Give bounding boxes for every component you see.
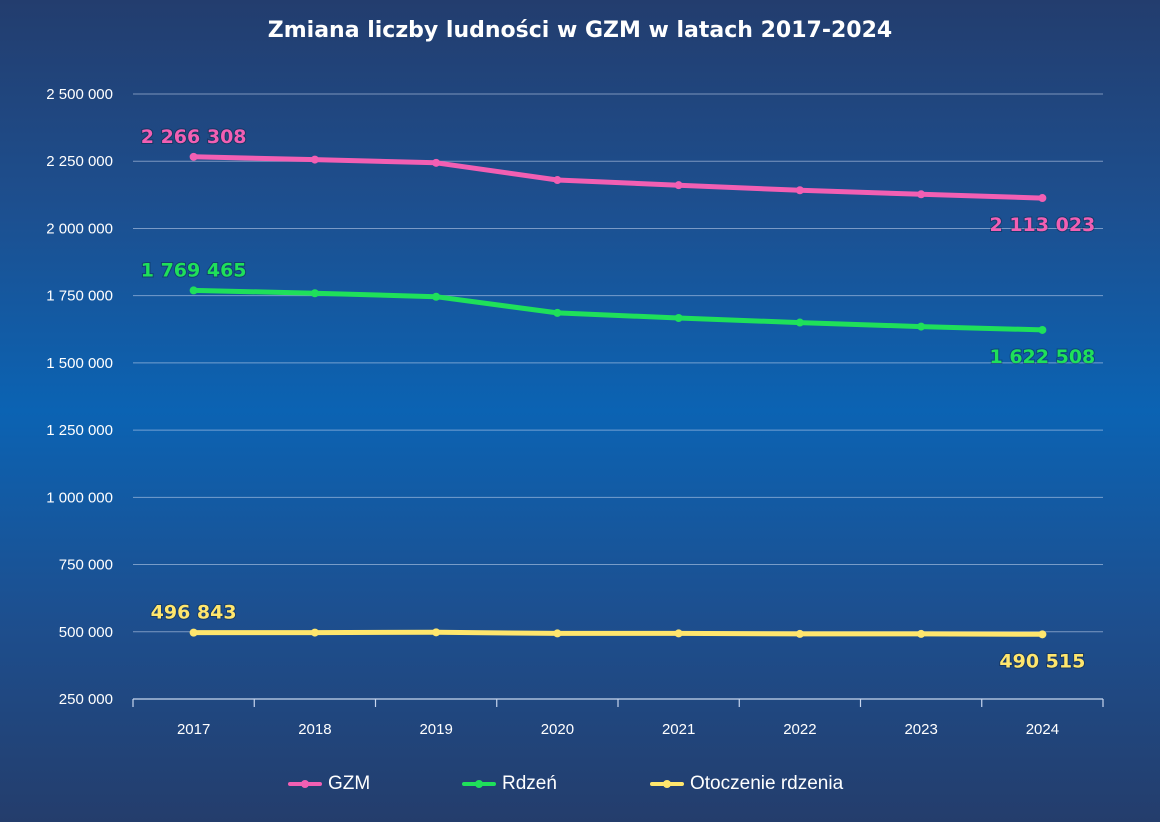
data-point [917, 322, 926, 331]
legend-item: Otoczenie rdzenia [650, 773, 843, 795]
y-tick-label: 2 000 000 [46, 220, 113, 237]
data-labels: 2 266 308 2 113 023 1 769 465 1 622 508 496 … [140, 125, 1097, 673]
y-tick-label: 1 750 000 [46, 288, 113, 305]
data-point [189, 628, 198, 637]
y-tick-label: 250 000 [59, 691, 113, 708]
data-point [310, 155, 319, 164]
y-tick-label: 2 500 000 [46, 86, 113, 103]
legend-item: Rdzeń [462, 773, 557, 795]
x-tick-label: 2019 [419, 721, 452, 738]
x-tick-label: 2018 [298, 721, 331, 738]
x-tick-label: 2024 [1026, 721, 1059, 738]
data-label: 2 113 023 [989, 214, 1095, 236]
chart-title: Zmiana liczby ludności w GZM w latach 20… [267, 18, 893, 43]
data-point [1038, 630, 1047, 639]
data-point [310, 628, 319, 637]
x-tick-label: 2021 [662, 721, 695, 738]
data-point [795, 629, 804, 638]
gridlines [133, 93, 1103, 633]
legend-swatch [462, 780, 496, 788]
data-point [553, 308, 562, 317]
series-lines [189, 152, 1047, 639]
x-axis-tick-labels: 2017 2018 2019 2020 2021 2022 2023 2024 [177, 721, 1059, 738]
x-tick-label: 2023 [904, 721, 937, 738]
data-label: 2 266 308 [141, 126, 247, 148]
legend: GZM Rdzeń Otoczenie rdzenia [0, 773, 1160, 803]
y-tick-label: 2 250 000 [46, 153, 113, 170]
legend-label: Rdzeń [502, 773, 557, 794]
data-point [553, 176, 562, 185]
series-0 [189, 152, 1047, 203]
series-line [191, 629, 1045, 637]
y-tick-label: 1 500 000 [46, 355, 113, 372]
data-point [432, 158, 441, 167]
legend-swatch [650, 780, 684, 788]
data-point [795, 186, 804, 195]
data-point [189, 286, 198, 295]
data-label: 1 622 508 [989, 346, 1095, 368]
legend-item: GZM [288, 773, 370, 795]
data-label: 490 515 [999, 650, 1085, 672]
data-point [674, 313, 683, 322]
legend-label: Otoczenie rdzenia [690, 773, 844, 794]
x-tick-label: 2022 [783, 721, 816, 738]
legend-label: GZM [328, 773, 371, 794]
data-point [1038, 325, 1047, 334]
series-line [191, 154, 1045, 201]
data-point [432, 292, 441, 301]
data-point [432, 628, 441, 637]
y-tick-label: 1 000 000 [46, 489, 113, 506]
y-axis-tick-labels: 250 000 500 000 750 000 1 000 000 1 250 000 1… [46, 86, 113, 708]
legend-swatch [288, 780, 322, 788]
y-tick-label: 750 000 [59, 557, 113, 574]
data-label: 496 843 [151, 602, 237, 624]
series-line [191, 287, 1045, 333]
x-tick-label: 2017 [177, 721, 210, 738]
data-point [553, 629, 562, 638]
data-point [189, 152, 198, 161]
y-tick-label: 1 250 000 [46, 422, 113, 439]
data-point [917, 629, 926, 638]
data-point [674, 629, 683, 638]
y-tick-label: 500 000 [59, 624, 113, 641]
data-label: 1 769 465 [141, 259, 247, 281]
data-point [1038, 194, 1047, 203]
data-point [795, 318, 804, 327]
data-point [917, 190, 926, 199]
x-tick-label: 2020 [541, 721, 574, 738]
data-point [310, 289, 319, 298]
series-1 [189, 286, 1047, 334]
series-2 [189, 628, 1047, 639]
data-point [674, 181, 683, 190]
x-axis [132, 698, 1104, 707]
